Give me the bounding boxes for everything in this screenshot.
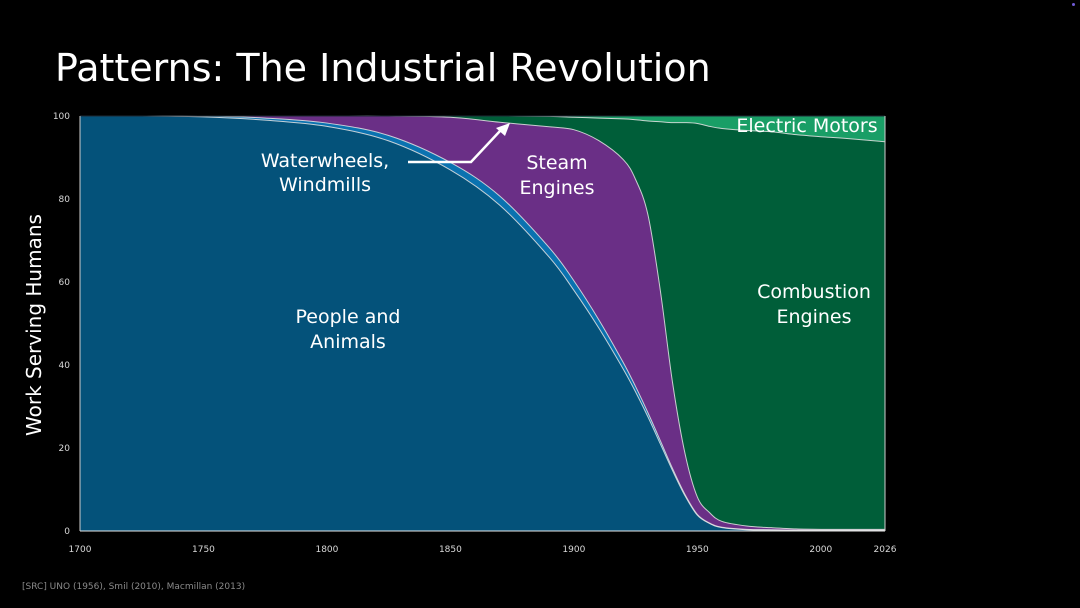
- x-tick-2026: 2026: [874, 545, 897, 555]
- y-tick-80: 80: [59, 195, 71, 205]
- page-title: Patterns: The Industrial Revolution: [55, 46, 711, 90]
- waterwheels-arrow-head: [496, 123, 510, 136]
- area-people-and-animals: [80, 115, 885, 531]
- boundary-line-waterwheels-windmills: [79, 115, 885, 531]
- corner-dot: [1072, 3, 1075, 6]
- source-citation: [SRC] UNO (1956), Smil (2010), Macmillan…: [22, 582, 246, 592]
- label-steam-line2: Engines: [519, 177, 594, 199]
- x-tick-labels: 1700 1750 1800 1850 1900 1950 2000 2026: [69, 545, 897, 555]
- label-waterwheels-line1: Waterwheels,: [261, 150, 389, 172]
- y-tick-labels: 0 20 40 60 80 100: [53, 112, 70, 537]
- x-tick-1800: 1800: [315, 545, 338, 555]
- chart-areas: [80, 115, 885, 531]
- x-tick-1700: 1700: [69, 545, 92, 555]
- waterwheels-arrow-line: [408, 130, 501, 164]
- label-people-line2: Animals: [310, 331, 386, 353]
- y-tick-0: 0: [64, 527, 70, 537]
- label-electric-motors: Electric Motors: [736, 115, 877, 137]
- label-waterwheels-line2: Windmills: [279, 174, 371, 196]
- area-combustion-engines: [80, 115, 885, 530]
- x-tick-1850: 1850: [439, 545, 462, 555]
- x-tick-2000: 2000: [809, 545, 832, 555]
- label-combustion-line1: Combustion: [757, 281, 871, 303]
- y-tick-40: 40: [59, 361, 71, 371]
- label-combustion-line2: Engines: [776, 306, 851, 328]
- x-tick-1900: 1900: [562, 545, 585, 555]
- x-tick-1750: 1750: [192, 545, 215, 555]
- label-steam-line1: Steam: [526, 152, 587, 174]
- label-people-line1: People and: [296, 306, 401, 328]
- y-tick-20: 20: [59, 444, 71, 454]
- chart-boundary-lines: [79, 115, 886, 532]
- y-tick-100: 100: [53, 112, 70, 122]
- y-tick-60: 60: [59, 278, 71, 288]
- x-tick-1950: 1950: [686, 545, 709, 555]
